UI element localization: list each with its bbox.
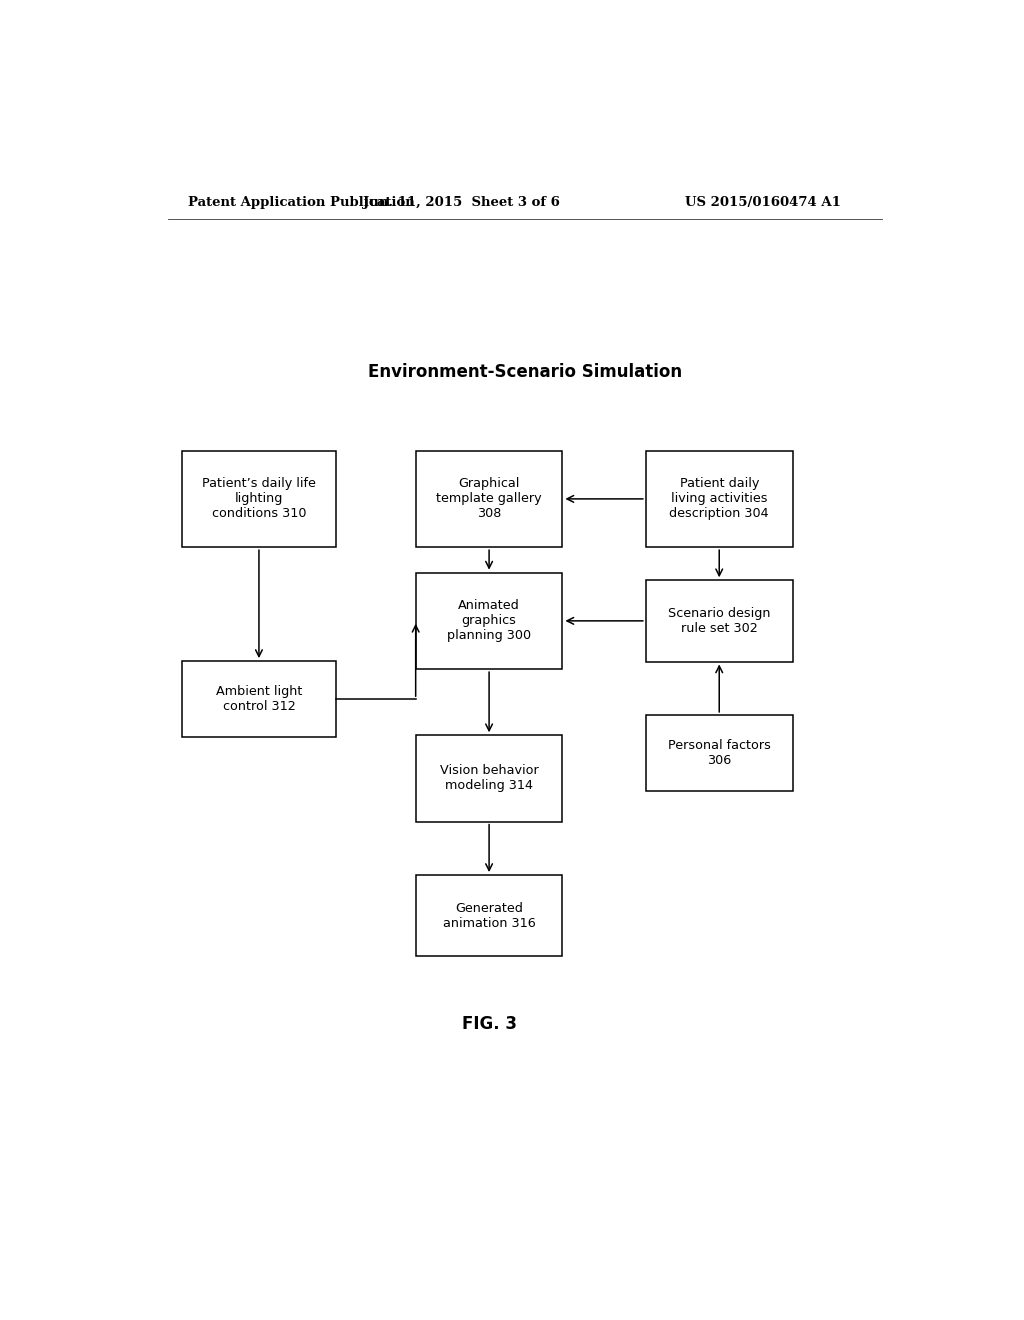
Text: Generated
animation 316: Generated animation 316 bbox=[442, 902, 536, 929]
FancyBboxPatch shape bbox=[181, 450, 336, 548]
FancyBboxPatch shape bbox=[416, 450, 562, 548]
Text: Personal factors
306: Personal factors 306 bbox=[668, 739, 771, 767]
Text: Scenario design
rule set 302: Scenario design rule set 302 bbox=[668, 607, 770, 635]
FancyBboxPatch shape bbox=[646, 715, 793, 791]
FancyBboxPatch shape bbox=[646, 450, 793, 548]
Text: Animated
graphics
planning 300: Animated graphics planning 300 bbox=[447, 599, 531, 643]
FancyBboxPatch shape bbox=[416, 573, 562, 669]
Text: Environment-Scenario Simulation: Environment-Scenario Simulation bbox=[368, 363, 682, 381]
Text: Jun. 11, 2015  Sheet 3 of 6: Jun. 11, 2015 Sheet 3 of 6 bbox=[362, 195, 560, 209]
FancyBboxPatch shape bbox=[646, 581, 793, 661]
Text: Patient’s daily life
lighting
conditions 310: Patient’s daily life lighting conditions… bbox=[202, 478, 315, 520]
FancyBboxPatch shape bbox=[181, 661, 336, 738]
Text: FIG. 3: FIG. 3 bbox=[462, 1015, 516, 1034]
FancyBboxPatch shape bbox=[416, 735, 562, 821]
Text: Graphical
template gallery
308: Graphical template gallery 308 bbox=[436, 478, 542, 520]
Text: Vision behavior
modeling 314: Vision behavior modeling 314 bbox=[439, 764, 539, 792]
FancyBboxPatch shape bbox=[416, 875, 562, 956]
Text: US 2015/0160474 A1: US 2015/0160474 A1 bbox=[685, 195, 841, 209]
Text: Ambient light
control 312: Ambient light control 312 bbox=[216, 685, 302, 713]
Text: Patent Application Publication: Patent Application Publication bbox=[187, 195, 415, 209]
Text: Patient daily
living activities
description 304: Patient daily living activities descript… bbox=[670, 478, 769, 520]
